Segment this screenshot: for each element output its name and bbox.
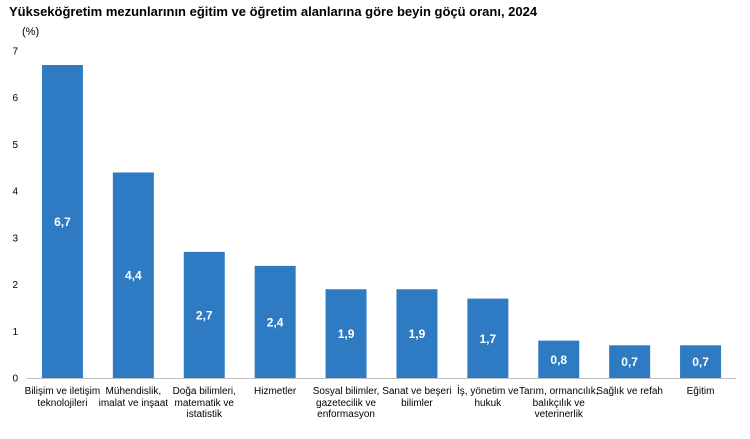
x-tick-label: Sağlık ve refah (596, 386, 663, 397)
bar-value-label: 1,9 (338, 327, 355, 341)
bar (680, 345, 722, 378)
x-tick-label: Sanat ve beşeri bilimler (382, 386, 452, 409)
x-tick-label: Mühendislik, imalat ve inşaat (98, 386, 169, 409)
x-tick-label: Hizmetler (254, 386, 297, 397)
y-tick-label: 7 (12, 47, 18, 58)
bar-value-label: 0,7 (621, 355, 638, 369)
bar-value-label: 4,4 (125, 269, 142, 283)
x-tick-label: Bilişim ve iletişim teknolojileri (24, 386, 101, 409)
bar (609, 345, 651, 378)
y-tick-label: 1 (12, 327, 18, 338)
bar (396, 289, 438, 378)
y-tick-label: 5 (12, 140, 18, 151)
bar-value-label: 2,4 (267, 315, 284, 329)
bar (538, 340, 580, 378)
x-tick-label: Sosyal bilimler, gazetecilik ve enformas… (312, 386, 380, 420)
bar (41, 65, 83, 378)
bar-value-label: 1,7 (480, 332, 497, 346)
bar (325, 289, 367, 378)
y-tick-label: 2 (12, 280, 18, 291)
x-tick-label: Tarım, ormancılık, balıkçılık ve veterin… (519, 386, 599, 420)
x-tick-label: Eğitim (686, 386, 715, 397)
y-tick-label: 4 (12, 187, 18, 198)
bar-value-label: 0,8 (550, 353, 567, 367)
y-tick-label: 0 (12, 374, 18, 385)
y-axis-unit-label: (%) (22, 26, 40, 38)
bar-value-label: 1,9 (409, 327, 426, 341)
x-tick-label: İş, yönetim ve hukuk (456, 386, 519, 409)
y-tick-label: 3 (12, 233, 18, 244)
bar (183, 251, 225, 378)
x-tick-label: Doğa bilimleri, matematik ve istatistik (172, 386, 236, 420)
bar (467, 298, 509, 378)
bar (112, 172, 154, 378)
bar-value-label: 6,7 (54, 215, 71, 229)
chart-title: Yükseköğretim mezunlarının eğitim ve öğr… (9, 4, 538, 19)
y-tick-label: 6 (12, 93, 18, 104)
bar-value-label: 0,7 (692, 355, 709, 369)
bar-value-label: 2,7 (196, 308, 213, 322)
bar (254, 265, 296, 378)
